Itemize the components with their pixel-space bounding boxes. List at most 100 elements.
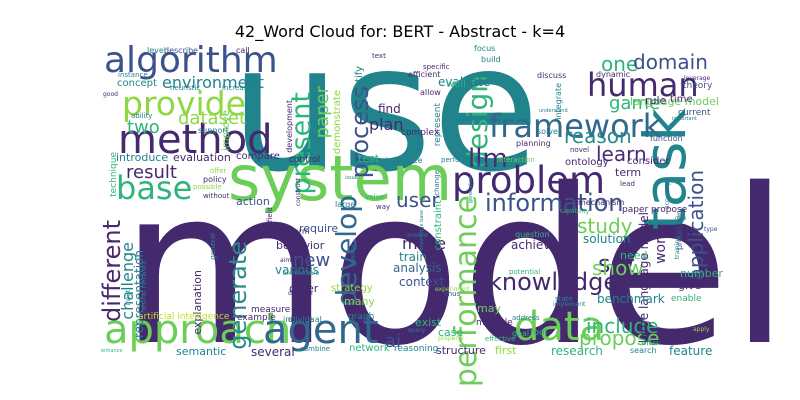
word-value: value	[365, 193, 385, 201]
word-offer: offer	[210, 167, 227, 175]
word-individual: individual	[283, 315, 322, 324]
word-base: base	[116, 169, 193, 207]
word-research: research	[551, 344, 603, 358]
word-tool: tool	[530, 328, 548, 338]
word-knowledge: knowledge	[488, 268, 619, 296]
word-inference: inference	[385, 156, 423, 165]
word-possible: possible	[193, 183, 222, 191]
word-context: context	[399, 275, 445, 289]
word-identify: identify	[354, 66, 365, 104]
word-analysis: analysis	[393, 261, 442, 275]
word-behavior: behavior	[276, 239, 325, 252]
word-integrate: integrate	[554, 83, 563, 120]
word-evaluation: evaluation	[173, 151, 231, 164]
word-large: large	[335, 200, 356, 209]
word-semantic: semantic	[176, 345, 227, 358]
word-query: query	[408, 327, 426, 334]
word-concept: concept	[117, 78, 157, 89]
word-represent: represent	[433, 103, 443, 147]
word-due: due	[675, 215, 687, 222]
word-support: support	[198, 126, 229, 135]
word-include: include	[586, 314, 659, 338]
word-potential: potential	[509, 268, 541, 276]
word-test: test	[358, 152, 380, 165]
word-accuracy: accuracy	[664, 182, 671, 210]
word-describe: describe	[164, 46, 199, 55]
word-system: system	[228, 142, 453, 215]
word-interaction: interaction	[497, 156, 535, 164]
word-understand: understand	[539, 108, 568, 114]
word-important: important	[672, 116, 697, 122]
word-information: information	[485, 189, 624, 217]
word-ability: ability	[131, 112, 153, 120]
word-current: current	[678, 108, 711, 118]
word-good: good	[103, 91, 118, 98]
word-network: network	[349, 343, 390, 354]
word-text: text	[372, 52, 386, 60]
word-make: make	[402, 234, 446, 253]
word-ontology: ontology	[565, 157, 609, 168]
word-thus: thus	[445, 290, 461, 298]
word-address: address	[512, 314, 540, 322]
word-enable: enable	[671, 294, 702, 304]
word-within: within	[476, 162, 495, 169]
word-general: general	[209, 233, 217, 260]
word-demonstrate: demonstrate	[332, 90, 343, 155]
word-example: example	[237, 313, 276, 323]
word-decision: decision	[288, 290, 313, 297]
word-user: user	[396, 188, 440, 212]
word-solution: solution	[583, 232, 631, 246]
word-effective: effective	[485, 335, 516, 343]
word-compare: compare	[236, 151, 280, 162]
word-introduce: introduce	[116, 151, 169, 164]
word-property: property	[438, 335, 464, 342]
word-implement: implement	[553, 301, 586, 308]
word-focus: focus	[474, 44, 496, 53]
word-construct: construct	[295, 178, 302, 207]
word-well: well	[446, 79, 466, 90]
word-development: development	[285, 100, 294, 153]
word-require: require	[299, 222, 339, 235]
word-approach: approach	[104, 307, 292, 353]
word-field: field	[266, 207, 274, 223]
word-graph: graph	[348, 312, 375, 322]
word-evaluate: evaluate	[438, 75, 491, 89]
word-question: question	[515, 230, 550, 239]
word-build: build	[481, 55, 501, 64]
word-neural-network: neural network	[140, 260, 148, 313]
word-experiment: experiment	[435, 286, 470, 293]
word-define: define	[288, 315, 314, 324]
word-control: control	[289, 155, 321, 165]
word-function: function	[650, 134, 683, 143]
word-game: game	[609, 93, 661, 114]
word-knowledge-base: knowledge base	[419, 210, 425, 251]
word-term: term	[615, 166, 642, 179]
word-language-model: language model	[630, 95, 719, 108]
word-result: result	[126, 162, 177, 183]
word-capability: capability	[560, 208, 590, 215]
word-specific: specific	[423, 63, 450, 71]
word-aim: aim	[280, 257, 292, 264]
word-various: various	[275, 263, 319, 277]
word-apply: apply	[693, 326, 710, 333]
word-show: show	[592, 256, 644, 280]
word-call: call	[236, 46, 250, 55]
word-way: way	[376, 203, 391, 211]
word-reasoning: reasoning	[394, 344, 439, 354]
word-find: find	[378, 102, 401, 116]
word-constraint: constraint	[433, 200, 444, 251]
word-set: set	[598, 250, 635, 278]
chart-title: 42_Word Cloud for: BERT - Abstract - k=4	[234, 22, 566, 41]
word-achieve: achieve	[511, 238, 558, 252]
word-policy: policy	[203, 175, 227, 184]
word-instance: instance	[118, 71, 148, 79]
word-mechanism: mechanism	[578, 198, 625, 207]
word-number: number	[680, 267, 723, 280]
word-data: data	[514, 304, 605, 350]
word-paper: paper	[312, 86, 333, 139]
word-need: need	[620, 249, 648, 262]
word-involve: involve	[406, 232, 428, 239]
word-feature: feature	[669, 344, 713, 358]
word-use: use	[230, 8, 540, 211]
word-paper-propose: paper propose	[622, 205, 688, 215]
